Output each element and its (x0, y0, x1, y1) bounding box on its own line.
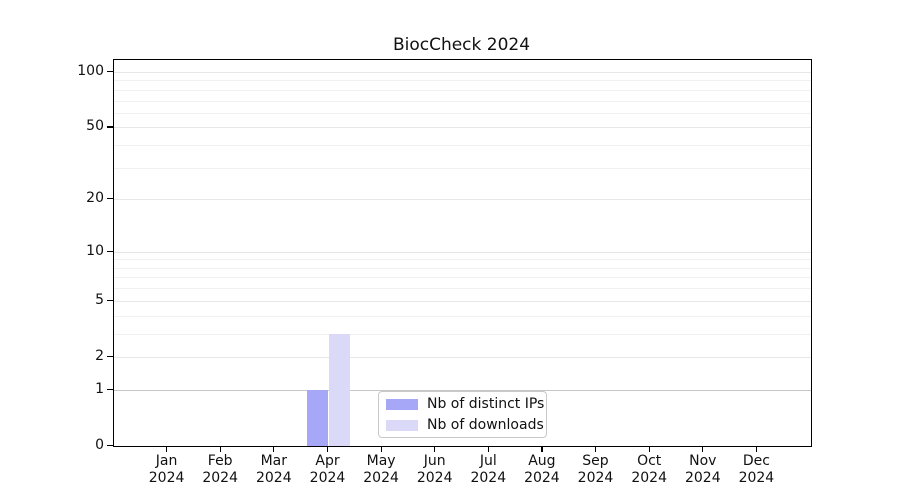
gridline-major (114, 357, 811, 358)
x-tick-mark (487, 446, 489, 452)
x-tick-label: Dec 2024 (714, 453, 798, 487)
gridline-minor (114, 100, 811, 102)
x-tick-mark (166, 446, 168, 452)
x-tick-month: Jan (155, 453, 178, 469)
y-tick-label: 50 (86, 118, 104, 135)
x-tick-month: Oct (637, 453, 662, 469)
y-tick-mark (107, 198, 113, 200)
x-tick-month: Aug (528, 453, 556, 469)
legend-swatch-downloads-icon (386, 419, 418, 431)
legend-label-distinct-ips: Nb of distinct IPs (427, 396, 545, 412)
x-tick-mark (648, 446, 650, 452)
x-tick-year: 2024 (416, 470, 453, 486)
legend-label-downloads: Nb of downloads (427, 417, 544, 433)
y-tick-mark (107, 388, 113, 391)
legend-item-downloads: Nb of downloads (386, 418, 544, 432)
y-tick-mark (107, 126, 113, 128)
y-tick-label: 1 (95, 380, 104, 397)
x-tick-label: Apr 2024 (286, 453, 370, 487)
x-tick-year: 2024 (363, 470, 399, 486)
x-tick-mark (434, 446, 436, 452)
x-tick-month: Jul (479, 453, 497, 469)
y-tick-label: 100 (77, 62, 104, 79)
gridline-minor (114, 315, 811, 317)
x-tick-mark (541, 446, 543, 452)
x-tick-mark (594, 446, 597, 452)
x-tick-year: 2024 (631, 470, 667, 486)
x-tick-mark (326, 446, 329, 452)
y-tick-label: 2 (95, 348, 104, 364)
x-tick-month: Jun (423, 453, 446, 469)
gridline-major (114, 300, 811, 302)
x-tick-mark (702, 446, 704, 452)
x-tick-label: May 2024 (339, 453, 423, 487)
y-tick-label: 5 (95, 291, 104, 308)
gridline-major (114, 251, 811, 253)
plot-area (113, 59, 812, 447)
x-tick-label: Aug 2024 (500, 453, 584, 487)
x-tick-month: May (366, 453, 396, 469)
gridline-major (114, 199, 811, 201)
x-tick-month: Feb (207, 453, 233, 469)
x-tick-mark (755, 446, 758, 452)
x-tick-label: Jul 2024 (446, 453, 530, 487)
y-tick-mark (107, 299, 113, 302)
legend-swatch-distinct-ips-icon (386, 398, 418, 410)
x-tick-mark (273, 446, 275, 452)
x-tick-label: Mar 2024 (232, 453, 316, 487)
chart-title: BiocCheck 2024 (392, 35, 531, 55)
x-tick-month: Dec (742, 453, 770, 469)
gridline-minor (114, 145, 811, 146)
x-tick-year: 2024 (577, 470, 614, 486)
y-tick-label: 20 (86, 190, 104, 207)
x-tick-mark (219, 446, 221, 452)
gridline-minor (114, 112, 811, 114)
y-tick-mark (107, 250, 113, 252)
gridline-major (114, 71, 811, 73)
bar-downloads (328, 333, 351, 446)
legend-item-distinct-ips: Nb of distinct IPs (386, 397, 544, 411)
x-tick-label: Jan 2024 (125, 453, 209, 487)
y-tick-label: 10 (86, 242, 104, 259)
gridline-minor (114, 259, 811, 261)
x-tick-year: 2024 (202, 470, 238, 486)
x-tick-month: Mar (260, 453, 287, 469)
gridline-minor (114, 80, 811, 82)
gridline-minor (114, 288, 811, 290)
gridline-major (114, 127, 811, 129)
gridline-minor (114, 277, 811, 279)
x-tick-month: Apr (315, 453, 340, 469)
x-tick-mark (380, 446, 382, 452)
bar-distinct-ips (306, 389, 329, 446)
x-tick-label: Sep 2024 (554, 453, 638, 487)
x-tick-year: 2024 (148, 470, 185, 486)
x-tick-month: Nov (689, 453, 717, 469)
y-tick-mark (107, 445, 113, 447)
x-tick-label: Oct 2024 (607, 453, 691, 487)
y-tick-mark (107, 70, 113, 73)
gridline-minor (114, 167, 811, 169)
legend: Nb of distinct IPs Nb of downloads (378, 391, 547, 438)
x-tick-year: 2024 (684, 470, 721, 486)
gridline-minor (114, 333, 811, 335)
x-tick-year: 2024 (309, 470, 346, 486)
y-tick-mark (107, 356, 113, 358)
x-tick-label: Feb 2024 (178, 453, 262, 487)
x-tick-label: Jun 2024 (393, 453, 477, 487)
x-tick-year: 2024 (738, 470, 775, 486)
y-tick-label: 0 (95, 437, 104, 453)
gridline-major (114, 389, 811, 391)
x-tick-year: 2024 (255, 470, 292, 486)
x-tick-year: 2024 (470, 470, 507, 486)
x-tick-year: 2024 (524, 470, 560, 486)
x-tick-label: Nov 2024 (661, 453, 745, 487)
gridline-minor (114, 89, 811, 91)
gridline-minor (114, 267, 811, 269)
x-tick-month: Sep (582, 453, 609, 469)
